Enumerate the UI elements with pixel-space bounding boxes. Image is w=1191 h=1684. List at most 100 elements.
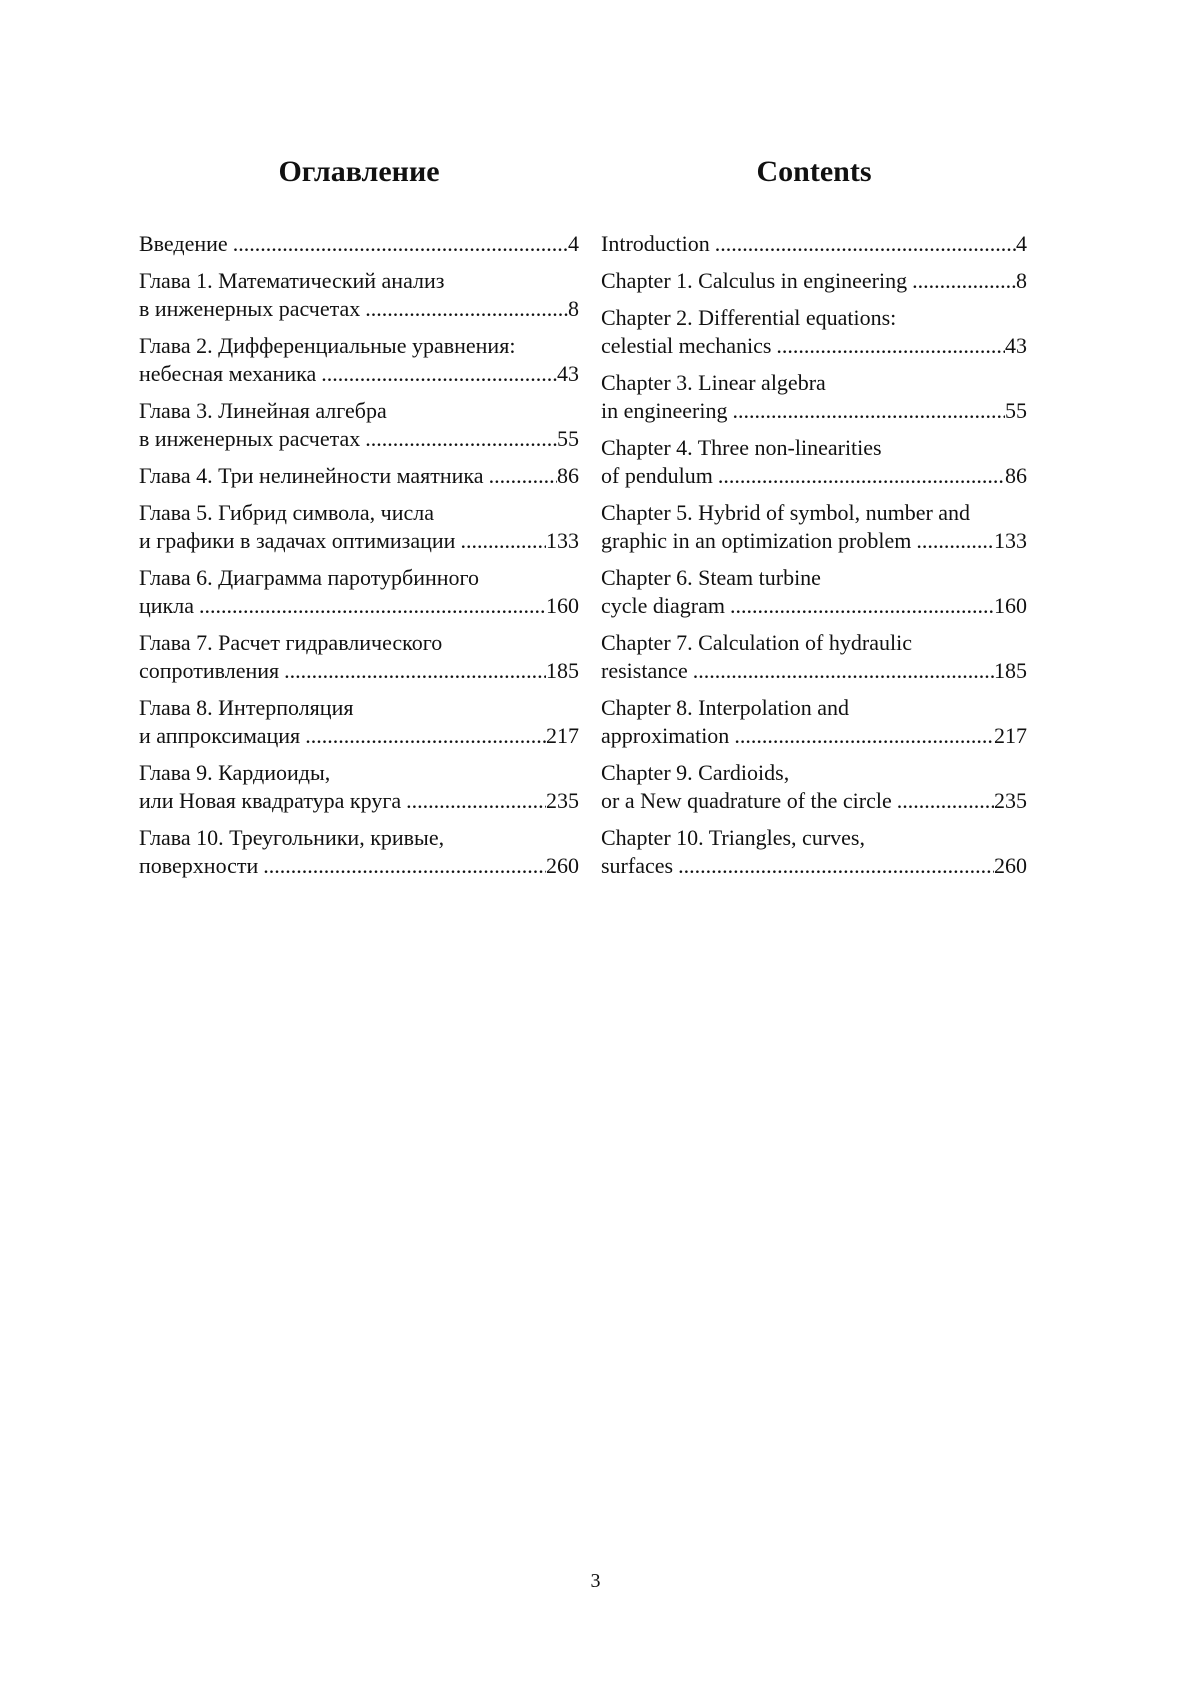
toc-entry-line: поверхности 260 xyxy=(139,852,579,880)
toc-entry[interactable]: Глава 3. Линейная алгебра в инженерных ра… xyxy=(139,397,579,453)
toc-entry-title: Introduction xyxy=(601,231,710,256)
toc-entry-title: Глава 7. Расчет гидравлического xyxy=(139,630,443,655)
toc-entry[interactable]: Введение 4 xyxy=(139,230,579,258)
toc-entry-line: Глава 7. Расчет гидравлического xyxy=(139,629,579,657)
toc-entry[interactable]: Chapter 4. Three non-linearities of pendu… xyxy=(601,434,1027,490)
toc-english: Contents Introduction 4 Chapter 1. Calculu… xyxy=(601,140,1027,889)
toc-page-number: 235 xyxy=(546,788,579,813)
toc-entry-line: Глава 6. Диаграмма паротурбинного xyxy=(139,564,579,592)
toc-entry[interactable]: Chapter 8. Interpolation and approximatio… xyxy=(601,694,1027,750)
toc-entry[interactable]: Глава 5. Гибрид символа, числа и графики … xyxy=(139,499,579,555)
toc-page-number: 235 xyxy=(994,788,1027,813)
toc-page-number: 86 xyxy=(557,463,579,488)
dot-leader xyxy=(365,295,568,323)
toc-entry-title: Chapter 10. Triangles, curves, xyxy=(601,825,865,850)
toc-entry-line: surfaces 260 xyxy=(601,852,1027,880)
toc-entry-line: в инженерных расчетах 55 xyxy=(139,425,579,453)
toc-entry-line: Chapter 6. Steam turbine xyxy=(601,564,1027,592)
toc-entry-title: Глава 6. Диаграмма паротурбинного xyxy=(139,565,480,590)
toc-page-number: 160 xyxy=(546,593,579,618)
toc-entry-title: Глава 4. Три нелинейности маятника xyxy=(139,463,484,488)
toc-entry-line: Chapter 9. Cardioids, xyxy=(601,759,1027,787)
toc-entry[interactable]: Глава 1. Математический анализ в инженерн… xyxy=(139,267,579,323)
toc-entry-line: и аппроксимация 217 xyxy=(139,722,579,750)
toc-entry-title: цикла xyxy=(139,593,194,618)
toc-page-number: 4 xyxy=(568,231,579,256)
toc-entry-title: celestial mechanics xyxy=(601,333,772,358)
toc-title-english: Contents xyxy=(756,155,872,188)
toc-entry[interactable]: Chapter 3. Linear algebra in engineering 5… xyxy=(601,369,1027,425)
toc-entry-line: or a New quadrature of the circle 235 xyxy=(601,787,1027,815)
toc-entry-line: celestial mechanics 43 xyxy=(601,332,1027,360)
toc-entry[interactable]: Chapter 7. Calculation of hydraulic resis… xyxy=(601,629,1027,685)
dot-leader xyxy=(233,230,568,258)
toc-page-number: 185 xyxy=(546,658,579,683)
toc-entry[interactable]: Глава 6. Диаграмма паротурбинного цикла 16… xyxy=(139,564,579,620)
dot-leader xyxy=(916,527,994,555)
dot-leader xyxy=(199,592,546,620)
toc-entry-title: Chapter 1. Calculus in engineering xyxy=(601,268,908,293)
toc-entry[interactable]: Chapter 6. Steam turbine cycle diagram 160 xyxy=(601,564,1027,620)
toc-entry-line: Chapter 3. Linear algebra xyxy=(601,369,1027,397)
dot-leader xyxy=(406,787,546,815)
toc-entry-line: Chapter 2. Differential equations: xyxy=(601,304,1027,332)
toc-entry-title: approximation xyxy=(601,723,730,748)
toc-entry-title: Chapter 7. Calculation of hydraulic xyxy=(601,630,912,655)
page-number: 3 xyxy=(590,1570,601,1592)
toc-page-number: 55 xyxy=(1005,398,1027,423)
toc-page-number: 43 xyxy=(1005,333,1027,358)
toc-entry[interactable]: Chapter 5. Hybrid of symbol, number and g… xyxy=(601,499,1027,555)
dot-leader xyxy=(284,657,546,685)
toc-entry-line: и графики в задачах оптимизации 133 xyxy=(139,527,579,555)
toc-entry[interactable]: Chapter 1. Calculus in engineering 8 xyxy=(601,267,1027,295)
toc-page-number: 86 xyxy=(1005,463,1027,488)
toc-entry-line: of pendulum 86 xyxy=(601,462,1027,490)
toc-entry-line: Chapter 1. Calculus in engineering 8 xyxy=(601,267,1027,295)
toc-page-number: 8 xyxy=(568,296,579,321)
toc-entry-title: Chapter 5. Hybrid of symbol, number and xyxy=(601,500,971,525)
toc-page-number: 43 xyxy=(557,361,579,386)
toc-entry[interactable]: Introduction 4 xyxy=(601,230,1027,258)
toc-entry[interactable]: Глава 10. Треугольники, кривые, поверхнос… xyxy=(139,824,579,880)
toc-entry-line: Глава 10. Треугольники, кривые, xyxy=(139,824,579,852)
toc-entry-line: Chapter 8. Interpolation and xyxy=(601,694,1027,722)
toc-page-number: 4 xyxy=(1016,231,1027,256)
toc-page-number: 217 xyxy=(546,723,579,748)
dot-leader xyxy=(321,360,557,388)
toc-entry-title: Chapter 2. Differential equations: xyxy=(601,305,897,330)
toc-entry-line: Глава 1. Математический анализ xyxy=(139,267,579,295)
toc-entry-line: approximation 217 xyxy=(601,722,1027,750)
toc-entry[interactable]: Chapter 10. Triangles, curves, surfaces 26… xyxy=(601,824,1027,880)
toc-page-number: 260 xyxy=(546,853,579,878)
toc-entry-title: graphic in an optimization problem xyxy=(601,528,912,553)
dot-leader xyxy=(365,425,557,453)
toc-entry-title: Глава 8. Интерполяция xyxy=(139,695,354,720)
toc-entry-title: in engineering xyxy=(601,398,728,423)
toc-entry-title: Введение xyxy=(139,231,228,256)
toc-entry-line: cycle diagram 160 xyxy=(601,592,1027,620)
toc-entries-russian: Введение4Глава 1. Математический анализв… xyxy=(139,230,579,880)
dot-leader xyxy=(730,592,994,620)
toc-entry-title: Chapter 9. Cardioids, xyxy=(601,760,790,785)
toc-entry[interactable]: Глава 8. Интерполяция и аппроксимация 217 xyxy=(139,694,579,750)
toc-entry-line: небесная механика 43 xyxy=(139,360,579,388)
dot-leader xyxy=(732,397,1005,425)
toc-entry[interactable]: Chapter 2. Differential equations: celest… xyxy=(601,304,1027,360)
toc-entry[interactable]: Chapter 9. Cardioids, or a New quadrature… xyxy=(601,759,1027,815)
toc-entry-line: Глава 3. Линейная алгебра xyxy=(139,397,579,425)
toc-entry-line: Глава 2. Дифференциальные уравнения: xyxy=(139,332,579,360)
toc-entry[interactable]: Глава 9. Кардиоиды, или Новая квадратура … xyxy=(139,759,579,815)
toc-entry-line: Введение 4 xyxy=(139,230,579,258)
toc-entry[interactable]: Глава 2. Дифференциальные уравнения: небе… xyxy=(139,332,579,388)
toc-title-russian: Оглавление xyxy=(278,155,440,188)
toc-entry-title: Глава 1. Математический анализ xyxy=(139,268,445,293)
toc-entry-title: Chapter 8. Interpolation and xyxy=(601,695,850,720)
toc-entry-line: Chapter 10. Triangles, curves, xyxy=(601,824,1027,852)
dot-leader xyxy=(897,787,994,815)
toc-entry[interactable]: Глава 7. Расчет гидравлического сопротивл… xyxy=(139,629,579,685)
toc-entry[interactable]: Глава 4. Три нелинейности маятника 86 xyxy=(139,462,579,490)
toc-entry-line: graphic in an optimization problem 133 xyxy=(601,527,1027,555)
toc-entry-title: of pendulum xyxy=(601,463,713,488)
toc-entry-title: сопротивления xyxy=(139,658,280,683)
toc-entry-title: Глава 2. Дифференциальные уравнения: xyxy=(139,333,516,358)
